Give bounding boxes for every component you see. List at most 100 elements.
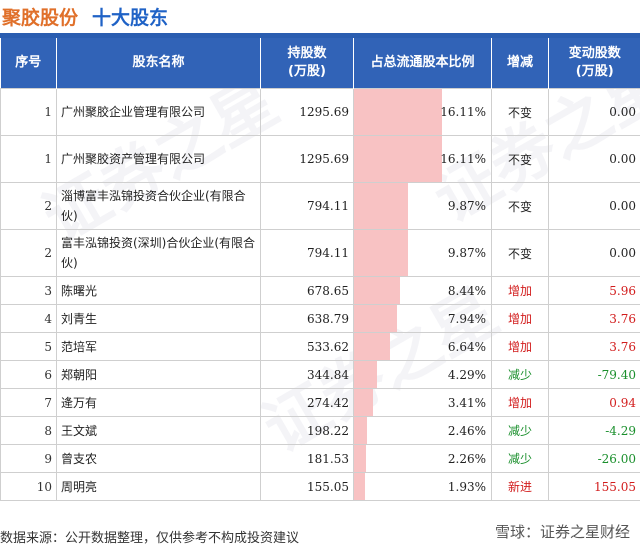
delta-cell: 3.76 — [548, 304, 640, 333]
table-row: 2 淄博富丰泓锦投资合伙企业(有限合伙) 794.11 9.87% 不变 0.00 — [0, 182, 640, 230]
col-header-rank: 序号 — [0, 38, 57, 89]
ratio-cell: 1.93% — [353, 472, 492, 501]
ratio-label: 9.87% — [447, 199, 486, 213]
rank-cell: 2 — [0, 182, 57, 230]
ratio-cell: 9.87% — [353, 182, 492, 230]
ratio-bar — [354, 89, 442, 135]
shares-cell: 274.42 — [260, 388, 354, 417]
table-row: 10 周明亮 155.05 1.93% 新进 155.05 — [0, 472, 640, 501]
ratio-bar — [354, 333, 391, 360]
ratio-bar — [354, 389, 373, 416]
rank-cell: 1 — [0, 88, 57, 136]
ratio-bar — [354, 305, 398, 332]
delta-cell: -79.40 — [548, 360, 640, 389]
delta-cell: 5.96 — [548, 276, 640, 305]
company-name: 聚胶股份 — [2, 7, 79, 29]
holder-name-cell: 陈曙光 — [56, 276, 261, 305]
data-source-note: 数据来源：公开数据整理，仅供参考不构成投资建议 — [0, 531, 300, 546]
delta-cell: 0.00 — [548, 229, 640, 277]
shares-cell: 181.53 — [260, 444, 354, 473]
holder-name-cell: 刘青生 — [56, 304, 261, 333]
shares-cell: 794.11 — [260, 229, 354, 277]
delta-cell: -26.00 — [548, 444, 640, 473]
table-row: 2 富丰泓锦投资(深圳)合伙企业(有限合伙) 794.11 9.87% 不变 0.00 — [0, 229, 640, 277]
ratio-cell: 16.11% — [353, 88, 492, 136]
ratio-cell: 6.64% — [353, 332, 492, 361]
ratio-cell: 16.11% — [353, 135, 492, 183]
ratio-bar — [354, 361, 378, 388]
table-header-row: 序号 股东名称 持股数 (万股) 占总流通股本比例 增减 变动股数 (万股) — [0, 38, 640, 89]
rank-cell: 6 — [0, 360, 57, 389]
shares-cell: 1295.69 — [260, 135, 354, 183]
ratio-bar — [354, 183, 408, 229]
ratio-bar — [354, 445, 367, 472]
ratio-cell: 2.46% — [353, 416, 492, 445]
holder-name-cell: 逄万有 — [56, 388, 261, 417]
change-status-cell: 增加 — [491, 276, 549, 305]
ratio-cell: 9.87% — [353, 229, 492, 277]
table-row: 7 逄万有 274.42 3.41% 增加 0.94 — [0, 388, 640, 417]
rank-cell: 4 — [0, 304, 57, 333]
ratio-cell: 7.94% — [353, 304, 492, 333]
holder-name-cell: 广州聚胶企业管理有限公司 — [56, 88, 261, 136]
rank-cell: 10 — [0, 472, 57, 501]
table-row: 1 广州聚胶资产管理有限公司 1295.69 16.11% 不变 0.00 — [0, 135, 640, 183]
shares-cell: 678.65 — [260, 276, 354, 305]
ratio-label: 9.87% — [447, 246, 486, 260]
table-row: 6 郑朝阳 344.84 4.29% 减少 -79.40 — [0, 360, 640, 389]
rank-cell: 2 — [0, 229, 57, 277]
shares-cell: 533.62 — [260, 332, 354, 361]
ratio-label: 1.93% — [447, 479, 486, 494]
rank-cell: 1 — [0, 135, 57, 183]
col-header-ratio: 占总流通股本比例 — [353, 38, 492, 89]
change-status-cell: 增加 — [491, 388, 549, 417]
delta-cell: 0.00 — [548, 182, 640, 230]
ratio-cell: 8.44% — [353, 276, 492, 305]
ratio-label: 16.11% — [440, 105, 486, 119]
shares-cell: 638.79 — [260, 304, 354, 333]
ratio-label: 4.29% — [447, 367, 486, 382]
ratio-label: 16.11% — [440, 152, 486, 166]
delta-cell: -4.29 — [548, 416, 640, 445]
table-subtitle: 十大股东 — [92, 7, 169, 29]
page-title: 聚胶股份 十大股东 — [2, 3, 168, 29]
delta-cell: 0.94 — [548, 388, 640, 417]
holder-name-cell: 周明亮 — [56, 472, 261, 501]
rank-cell: 3 — [0, 276, 57, 305]
ratio-label: 3.41% — [447, 395, 486, 410]
table-row: 3 陈曙光 678.65 8.44% 增加 5.96 — [0, 276, 640, 305]
shares-cell: 794.11 — [260, 182, 354, 230]
change-status-cell: 增加 — [491, 304, 549, 333]
ratio-cell: 2.26% — [353, 444, 492, 473]
change-status-cell: 新进 — [491, 472, 549, 501]
col-header-shares: 持股数 (万股) — [260, 38, 354, 89]
change-status-cell: 减少 — [491, 444, 549, 473]
holder-name-cell: 曾支农 — [56, 444, 261, 473]
holder-name-cell: 富丰泓锦投资(深圳)合伙企业(有限合伙) — [56, 229, 261, 277]
table-row: 8 王文斌 198.22 2.46% 减少 -4.29 — [0, 416, 640, 445]
holder-name-cell: 淄博富丰泓锦投资合伙企业(有限合伙) — [56, 182, 261, 230]
ratio-bar — [354, 417, 368, 444]
change-status-cell: 不变 — [491, 182, 549, 230]
rank-cell: 7 — [0, 388, 57, 417]
holder-name-cell: 广州聚胶资产管理有限公司 — [56, 135, 261, 183]
ratio-cell: 3.41% — [353, 388, 492, 417]
change-status-cell: 不变 — [491, 135, 549, 183]
rank-cell: 8 — [0, 416, 57, 445]
shareholder-table: 序号 股东名称 持股数 (万股) 占总流通股本比例 增减 变动股数 (万股) 1 广州… — [0, 38, 640, 501]
change-status-cell: 不变 — [491, 88, 549, 136]
rank-cell: 5 — [0, 332, 57, 361]
ratio-label: 2.46% — [447, 423, 486, 438]
col-header-change: 增减 — [491, 38, 549, 89]
delta-cell: 3.76 — [548, 332, 640, 361]
holder-name-cell: 王文斌 — [56, 416, 261, 445]
table-row: 5 范培军 533.62 6.64% 增加 3.76 — [0, 332, 640, 361]
ratio-bar — [354, 230, 408, 276]
rank-cell: 9 — [0, 444, 57, 473]
holder-name-cell: 范培军 — [56, 332, 261, 361]
change-status-cell: 减少 — [491, 416, 549, 445]
ratio-label: 7.94% — [447, 311, 486, 326]
shares-cell: 1295.69 — [260, 88, 354, 136]
delta-cell: 0.00 — [548, 88, 640, 136]
ratio-cell: 4.29% — [353, 360, 492, 389]
